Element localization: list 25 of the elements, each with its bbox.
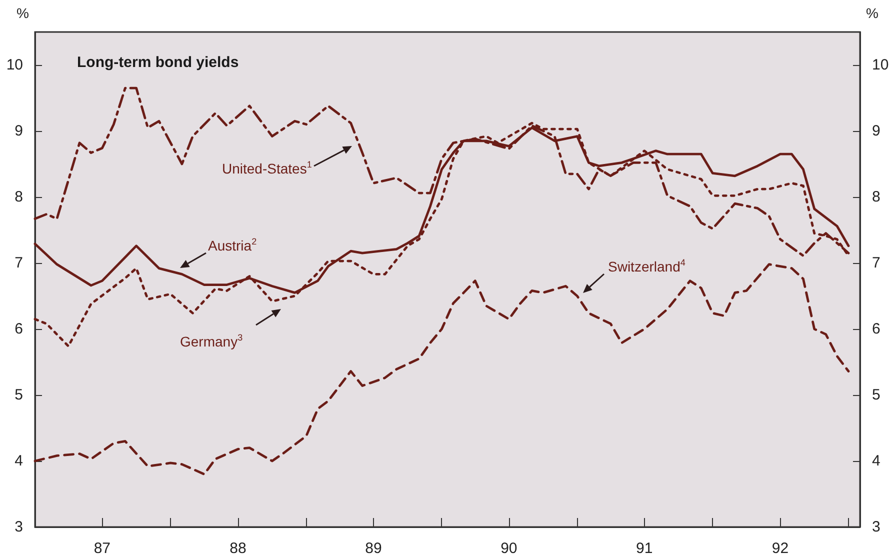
x-tick-label: 87 bbox=[94, 540, 111, 557]
text: Long-term bond yields bbox=[77, 54, 239, 71]
y2-tick-label: 10 bbox=[872, 56, 889, 74]
y2-tick-label: 9 bbox=[872, 122, 880, 140]
x-tick-label: 92 bbox=[772, 540, 789, 557]
y-tick-label: 9 bbox=[14, 122, 23, 140]
y-tick-label: 8 bbox=[14, 188, 23, 206]
y2-tick-label: 5 bbox=[872, 386, 880, 404]
y2-tick-label: 7 bbox=[872, 254, 880, 272]
x-tick-label: 88 bbox=[230, 540, 246, 557]
y-tick-label: 7 bbox=[14, 254, 23, 272]
y2-axis-title: % bbox=[866, 5, 878, 21]
x-tick-label: 91 bbox=[636, 540, 653, 557]
x-tick-label: 89 bbox=[365, 540, 382, 557]
y-tick-label: 4 bbox=[14, 452, 23, 470]
y-tick-label: 6 bbox=[14, 320, 23, 338]
y2-tick-label: 6 bbox=[872, 320, 880, 338]
y-tick-label: 5 bbox=[14, 386, 23, 404]
y2-tick-label: 3 bbox=[872, 518, 880, 536]
y-tick-label: 10 bbox=[6, 56, 23, 74]
x-tick-label: 90 bbox=[500, 540, 518, 557]
y2-tick-label: 4 bbox=[872, 452, 880, 470]
y-tick-label: 3 bbox=[14, 518, 23, 536]
y2-tick-label: 8 bbox=[872, 188, 880, 206]
y-axis-title: % bbox=[16, 5, 29, 21]
